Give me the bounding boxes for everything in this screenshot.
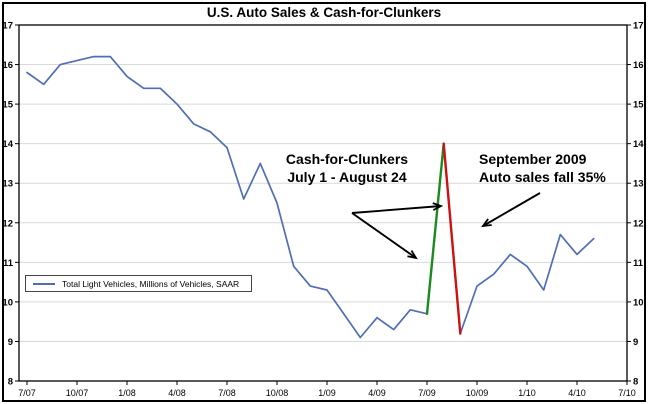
y-axis-label: 10 bbox=[633, 297, 644, 308]
x-axis-label: 4/10 bbox=[568, 388, 586, 398]
y-axis-label: 16 bbox=[633, 60, 644, 71]
blue-series-line bbox=[26, 55, 595, 339]
x-axis-label: 10/07 bbox=[66, 388, 89, 398]
y-axis-label: 15 bbox=[4, 100, 14, 111]
legend: Total Light Vehicles, Millions of Vehicl… bbox=[25, 275, 252, 292]
x-axis-label: 7/09 bbox=[418, 388, 436, 398]
x-axis-label: 7/10 bbox=[618, 388, 636, 398]
y-axis-label: 9 bbox=[8, 337, 13, 348]
chart-title: U.S. Auto Sales & Cash-for-Clunkers bbox=[206, 5, 442, 20]
annotation-arrow bbox=[481, 192, 541, 228]
x-axis-label: 1/10 bbox=[518, 388, 536, 398]
line-chart: 8 8 9 9 10 10 11 11 12 12 13 13 14 14 15 15 16 16 17 17 7/07… bbox=[4, 21, 644, 399]
legend-label: Total Light Vehicles, Millions of Vehicl… bbox=[62, 278, 240, 289]
y-axis-label: 17 bbox=[633, 21, 644, 32]
x-axis-label: 4/09 bbox=[368, 388, 386, 398]
annotation-line: September 2009 bbox=[479, 151, 587, 167]
annotation-line: Cash-for-Clunkers bbox=[285, 151, 409, 167]
x-axis-label: 10/09 bbox=[466, 388, 489, 398]
annotation-line: July 1 - August 24 bbox=[287, 169, 407, 185]
y-axis-label: 13 bbox=[633, 179, 644, 190]
x-axis-label: 4/08 bbox=[168, 388, 186, 398]
y-axis-label: 16 bbox=[4, 60, 13, 71]
y-axis-label: 15 bbox=[633, 100, 644, 111]
y-axis-label: 11 bbox=[633, 258, 644, 269]
x-axis-label: 1/08 bbox=[118, 388, 136, 398]
y-axis-label: 8 bbox=[633, 377, 638, 388]
y-axis-label: 17 bbox=[4, 21, 13, 32]
y-axis-label: 11 bbox=[4, 258, 14, 269]
annotation-september-2009: September 2009 Auto sales fall 35% bbox=[479, 150, 629, 186]
annotation-arrow bbox=[351, 202, 444, 214]
legend-line-sample-icon bbox=[33, 282, 55, 285]
x-axis-label: 10/08 bbox=[266, 388, 289, 398]
y-axis-label: 12 bbox=[633, 218, 644, 229]
x-axis-label: 7/07 bbox=[18, 388, 36, 398]
y-axis-label: 12 bbox=[4, 218, 13, 229]
y-axis-label: 9 bbox=[633, 337, 638, 348]
x-axis-label: 7/08 bbox=[218, 388, 236, 398]
annotation-line: Auto sales fall 35% bbox=[479, 169, 606, 185]
y-axis-label: 8 bbox=[8, 377, 13, 388]
plot-frame bbox=[18, 24, 628, 382]
annotation-cash-for-clunkers: Cash-for-Clunkers July 1 - August 24 bbox=[277, 150, 417, 186]
x-axis-label: 1/09 bbox=[318, 388, 336, 398]
cash-for-clunkers-surge-line bbox=[425, 142, 445, 315]
y-axis-label: 13 bbox=[4, 179, 13, 190]
y-axis-label: 14 bbox=[4, 139, 14, 150]
y-axis-label: 14 bbox=[633, 139, 644, 150]
annotation-arrow bbox=[351, 212, 418, 260]
september-decline-line bbox=[442, 142, 462, 335]
y-axis-label: 10 bbox=[4, 297, 13, 308]
